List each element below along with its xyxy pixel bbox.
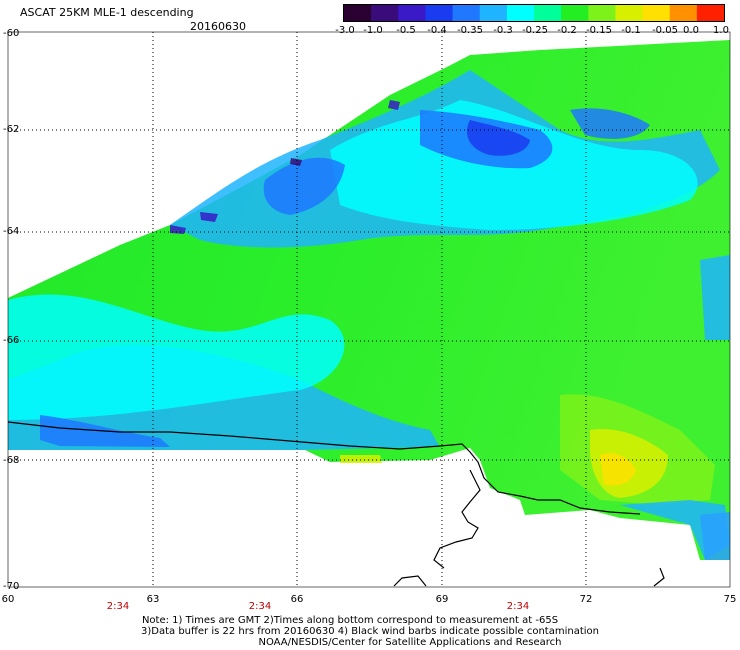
wind-speed-patch	[340, 455, 382, 463]
color-swatch	[479, 5, 508, 21]
lon-label: 72	[579, 594, 593, 605]
lat-lon-grid	[8, 32, 730, 587]
lat-label: -62	[3, 124, 20, 135]
lon-label: 63	[146, 594, 160, 605]
scale-label: -0.3	[493, 25, 513, 36]
scale-label: -0.2	[557, 25, 577, 36]
note-line: 3)Data buffer is 22 hrs from 20160630 4)…	[141, 626, 599, 637]
color-scale-labels: -3.0 -1.0 -0.5 -0.4 -0.35 -0.3 -0.25 -0.…	[325, 25, 735, 37]
lon-label: 60	[1, 594, 15, 605]
wind-speed-patch	[466, 120, 530, 156]
color-swatch	[669, 5, 698, 21]
wind-speed-patch	[600, 453, 636, 486]
scale-label: -1.0	[363, 25, 383, 36]
scale-label: -0.4	[427, 25, 447, 36]
color-swatch	[696, 5, 724, 21]
color-swatch	[425, 5, 454, 21]
color-swatch	[452, 5, 481, 21]
scale-label: -0.25	[522, 25, 548, 36]
scale-label: 0.0	[683, 25, 699, 36]
lon-label: 69	[435, 594, 449, 605]
color-swatch	[398, 5, 426, 21]
note-line: Note: 1) Times are GMT 2)Times along bot…	[141, 615, 559, 626]
wind-speed-patch	[8, 294, 345, 420]
color-scale-bar	[343, 4, 725, 22]
wind-speed-patch	[170, 225, 186, 234]
scale-label: -0.35	[457, 25, 483, 36]
lat-label: -68	[3, 455, 20, 466]
product-title: ASCAT 25KM MLE-1 descending	[20, 6, 194, 19]
pass-time-label: 2:34	[106, 601, 130, 612]
scale-label: -3.0	[335, 25, 355, 36]
color-swatch	[506, 5, 535, 21]
wind-speed-patch	[263, 157, 345, 215]
map-frame	[7, 31, 731, 588]
pass-time-label: 2:34	[248, 601, 272, 612]
color-swatch	[534, 5, 562, 21]
lon-label: 66	[290, 594, 304, 605]
color-swatch	[561, 5, 589, 21]
scale-label: -0.5	[396, 25, 416, 36]
color-swatch	[588, 5, 616, 21]
lat-label: -64	[3, 226, 20, 237]
pass-time-label: 2:34	[506, 601, 530, 612]
wind-speed-patch	[700, 255, 730, 340]
coastline	[7, 421, 665, 587]
wind-speed-patch	[700, 512, 730, 560]
product-date: 20160630	[190, 20, 246, 33]
scale-label: -0.1	[621, 25, 641, 36]
scale-label: -0.05	[652, 25, 678, 36]
note-line: NOAA/NESDIS/Center for Satellite Applica…	[258, 637, 562, 648]
wind-speed-patch	[290, 158, 302, 166]
scale-label: -0.15	[586, 25, 612, 36]
lon-label: 75	[723, 594, 737, 605]
color-swatch	[344, 5, 372, 21]
color-swatch	[371, 5, 399, 21]
scale-label: 1.0	[713, 25, 729, 36]
wind-speed-patch	[570, 108, 650, 139]
data-patches	[8, 70, 730, 560]
color-swatch	[642, 5, 671, 21]
wind-speed-patch	[388, 100, 400, 110]
color-swatch	[615, 5, 644, 21]
lat-label: -66	[3, 335, 20, 346]
wind-speed-patch	[200, 212, 218, 222]
lat-label: -60	[3, 28, 20, 39]
lat-label: -70	[3, 581, 20, 592]
